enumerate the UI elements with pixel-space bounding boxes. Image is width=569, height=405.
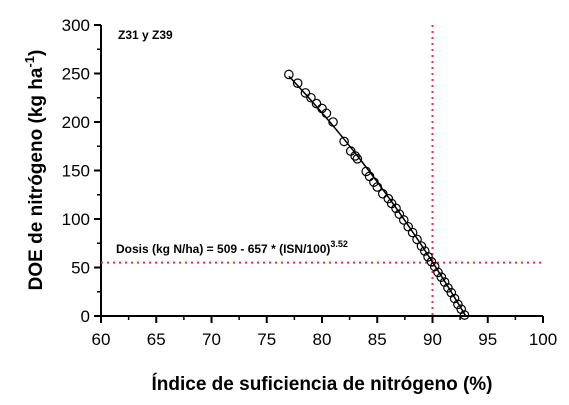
data-point: [369, 177, 379, 187]
y-tick-label: 200: [62, 113, 90, 132]
data-point: [446, 287, 457, 298]
y-axis-title-exponent: -1: [22, 56, 37, 68]
data-point: [361, 166, 371, 177]
x-tick-label: 100: [529, 330, 557, 349]
data-point: [300, 88, 311, 98]
x-tick-label: 60: [92, 330, 111, 349]
x-tick-label: 95: [478, 330, 497, 349]
data-point: [339, 136, 349, 147]
data-point: [412, 234, 422, 245]
fit-curve: [288, 75, 467, 317]
y-tick-label: 100: [62, 210, 90, 229]
x-tick-label: 85: [368, 330, 387, 349]
x-tick-label: 65: [147, 330, 166, 349]
y-axis-title-main: DOE de nitrógeno (kg ha: [26, 67, 47, 290]
ticks: 60 65 70 75 80 85 90 95 100 0 50 100 150 200 250 300: [62, 16, 558, 349]
panel-label: Z31 y Z39: [118, 28, 173, 42]
data-point: [416, 241, 427, 251]
reference-lines: [101, 25, 543, 316]
data-point: [398, 215, 409, 225]
x-tick-label: 75: [257, 330, 276, 349]
data-points: [284, 69, 470, 320]
x-tick-label: 80: [313, 330, 332, 349]
data-point: [306, 92, 316, 103]
data-point: [456, 304, 467, 315]
y-tick-label: 300: [62, 16, 90, 35]
data-point: [429, 261, 440, 272]
data-point: [391, 203, 401, 214]
data-point: [350, 151, 360, 161]
fit-curve-line: [288, 75, 467, 317]
equation-main: Dosis (kg N/ha) = 509 - 657 * (ISN/100): [116, 242, 330, 256]
y-tick-label: 0: [81, 307, 90, 326]
data-point: [284, 69, 294, 80]
data-point: [292, 78, 303, 88]
data-point: [419, 246, 430, 256]
data-point: [433, 267, 443, 278]
x-axis-title: Índice de suficiencia de nitrógeno (%): [152, 373, 493, 395]
y-axis-title-close: ): [26, 50, 47, 56]
y-axis-title: DOE de nitrógeno (kg ha-1): [22, 50, 47, 291]
data-point: [407, 227, 418, 238]
equation-exponent: 3.52: [330, 239, 348, 249]
data-point: [321, 108, 332, 119]
data-point: [449, 293, 460, 304]
data-point: [439, 277, 450, 287]
data-point: [443, 283, 453, 293]
data-point: [328, 117, 338, 127]
x-tick-label: 70: [202, 330, 221, 349]
data-point: [377, 188, 388, 199]
y-tick-label: 150: [62, 162, 90, 181]
data-point: [436, 272, 447, 282]
data-point: [311, 98, 322, 109]
data-point: [426, 256, 437, 267]
y-tick-label: 50: [71, 259, 90, 278]
y-tick-label: 250: [62, 65, 90, 84]
data-point: [352, 154, 363, 164]
data-point: [423, 252, 433, 262]
data-point: [372, 182, 383, 192]
data-point: [383, 193, 394, 204]
x-tick-label: 90: [423, 330, 442, 349]
equation-label: Dosis (kg N/ha) = 509 - 657 * (ISN/100)3…: [116, 239, 348, 256]
data-point: [459, 310, 470, 320]
axes: [100, 25, 543, 317]
data-point: [403, 221, 413, 232]
data-point: [453, 299, 463, 310]
